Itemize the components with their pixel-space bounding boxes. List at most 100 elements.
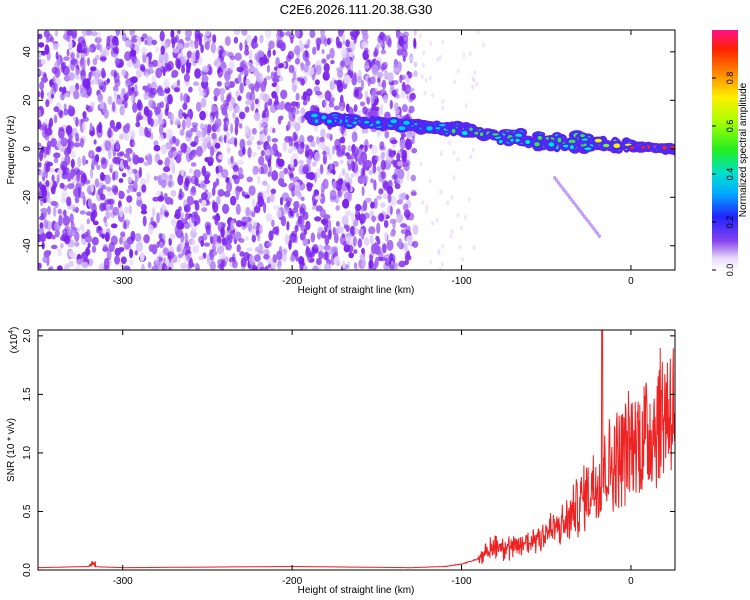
noise-speckle bbox=[127, 157, 132, 162]
noise-speckle bbox=[347, 244, 354, 253]
noise-speckle bbox=[241, 216, 249, 222]
noise-speckle bbox=[91, 236, 99, 246]
noise-speckle bbox=[396, 213, 404, 224]
noise-speckle bbox=[279, 196, 284, 206]
noise-speckle bbox=[135, 122, 141, 128]
noise-speckle bbox=[286, 221, 290, 231]
noise-speckle bbox=[377, 34, 383, 44]
noise-speckle bbox=[307, 135, 314, 143]
noise-speckle bbox=[356, 75, 362, 84]
signal-blob bbox=[510, 138, 514, 142]
noise-speckle bbox=[218, 88, 226, 95]
noise-speckle bbox=[188, 86, 193, 93]
noise-speckle bbox=[75, 132, 80, 142]
noise-speckle bbox=[355, 91, 363, 100]
noise-speckle bbox=[108, 242, 115, 252]
noise-speckle bbox=[257, 233, 261, 242]
noise-speckle bbox=[441, 243, 445, 249]
noise-speckle bbox=[190, 162, 197, 167]
noise-speckle bbox=[138, 166, 142, 178]
noise-speckle bbox=[51, 234, 56, 240]
noise-speckle bbox=[140, 203, 147, 212]
noise-speckle bbox=[153, 144, 161, 152]
noise-speckle bbox=[316, 257, 322, 265]
signal-blob bbox=[498, 139, 503, 144]
noise-speckle bbox=[81, 251, 89, 260]
noise-speckle bbox=[406, 169, 410, 181]
noise-speckle bbox=[397, 161, 403, 167]
noise-speckle bbox=[88, 197, 92, 208]
noise-speckle bbox=[211, 132, 217, 139]
noise-speckle bbox=[420, 74, 424, 80]
noise-speckle bbox=[114, 57, 121, 66]
noise-speckle bbox=[349, 60, 354, 72]
noise-speckle bbox=[181, 248, 186, 256]
figure-title: C2E6.2026.111.20.38.G30 bbox=[280, 2, 433, 17]
noise-speckle bbox=[467, 197, 471, 203]
noise-speckle bbox=[245, 61, 253, 67]
noise-speckle bbox=[361, 41, 368, 49]
noise-speckle bbox=[185, 36, 191, 42]
noise-speckle bbox=[91, 104, 95, 111]
noise-speckle bbox=[194, 214, 201, 225]
noise-speckle bbox=[372, 108, 380, 119]
noise-speckle bbox=[74, 265, 82, 270]
y-tick-label: 1.0 bbox=[22, 446, 33, 460]
noise-speckle bbox=[115, 30, 121, 36]
noise-speckle bbox=[275, 94, 279, 107]
noise-speckle bbox=[185, 68, 190, 75]
noise-speckle bbox=[59, 182, 65, 189]
noise-speckle bbox=[411, 148, 418, 154]
noise-speckle bbox=[236, 66, 244, 73]
noise-speckle bbox=[157, 195, 165, 202]
noise-speckle bbox=[361, 248, 365, 255]
noise-speckle bbox=[213, 60, 218, 66]
noise-speckle bbox=[194, 68, 202, 79]
noise-speckle bbox=[335, 36, 340, 47]
noise-speckle bbox=[284, 207, 290, 214]
noise-speckle bbox=[108, 148, 112, 160]
noise-speckle bbox=[268, 40, 276, 49]
noise-speckle bbox=[476, 30, 480, 35]
noise-speckle bbox=[324, 234, 330, 246]
noise-speckle bbox=[171, 69, 179, 78]
noise-speckle bbox=[144, 39, 148, 46]
noise-speckle bbox=[232, 111, 236, 119]
noise-speckle bbox=[369, 235, 374, 244]
noise-speckle bbox=[235, 203, 241, 215]
noise-speckle bbox=[138, 126, 145, 137]
noise-speckle bbox=[376, 166, 382, 172]
noise-speckle bbox=[307, 66, 315, 76]
noise-speckle bbox=[191, 149, 197, 158]
noise-speckle bbox=[335, 179, 343, 191]
noise-speckle bbox=[51, 66, 58, 74]
noise-speckle bbox=[348, 252, 355, 259]
noise-speckle bbox=[353, 104, 358, 112]
noise-speckle bbox=[341, 233, 346, 238]
noise-speckle bbox=[157, 252, 165, 258]
noise-speckle bbox=[328, 219, 332, 230]
noise-speckle bbox=[60, 243, 64, 249]
noise-speckle bbox=[392, 67, 400, 74]
noise-speckle bbox=[349, 41, 356, 52]
noise-speckle bbox=[198, 235, 205, 244]
noise-speckle bbox=[341, 33, 346, 43]
noise-speckle bbox=[322, 150, 327, 156]
noise-speckle bbox=[152, 196, 159, 202]
signal-blob bbox=[514, 133, 523, 138]
noise-speckle bbox=[63, 92, 70, 98]
noise-speckle bbox=[134, 250, 138, 256]
x-tick-label: -300 bbox=[113, 576, 133, 587]
noise-speckle bbox=[251, 198, 256, 207]
noise-speckle bbox=[81, 121, 87, 132]
noise-speckle bbox=[251, 234, 256, 243]
noise-speckle bbox=[139, 252, 145, 262]
noise-speckle bbox=[92, 210, 98, 218]
noise-speckle bbox=[196, 146, 203, 157]
noise-speckle bbox=[421, 200, 425, 206]
noise-speckle bbox=[155, 46, 159, 54]
noise-speckle bbox=[320, 182, 325, 193]
noise-speckle bbox=[68, 39, 73, 50]
noise-speckle bbox=[364, 144, 368, 153]
y-tick-label: 0.0 bbox=[22, 563, 33, 577]
